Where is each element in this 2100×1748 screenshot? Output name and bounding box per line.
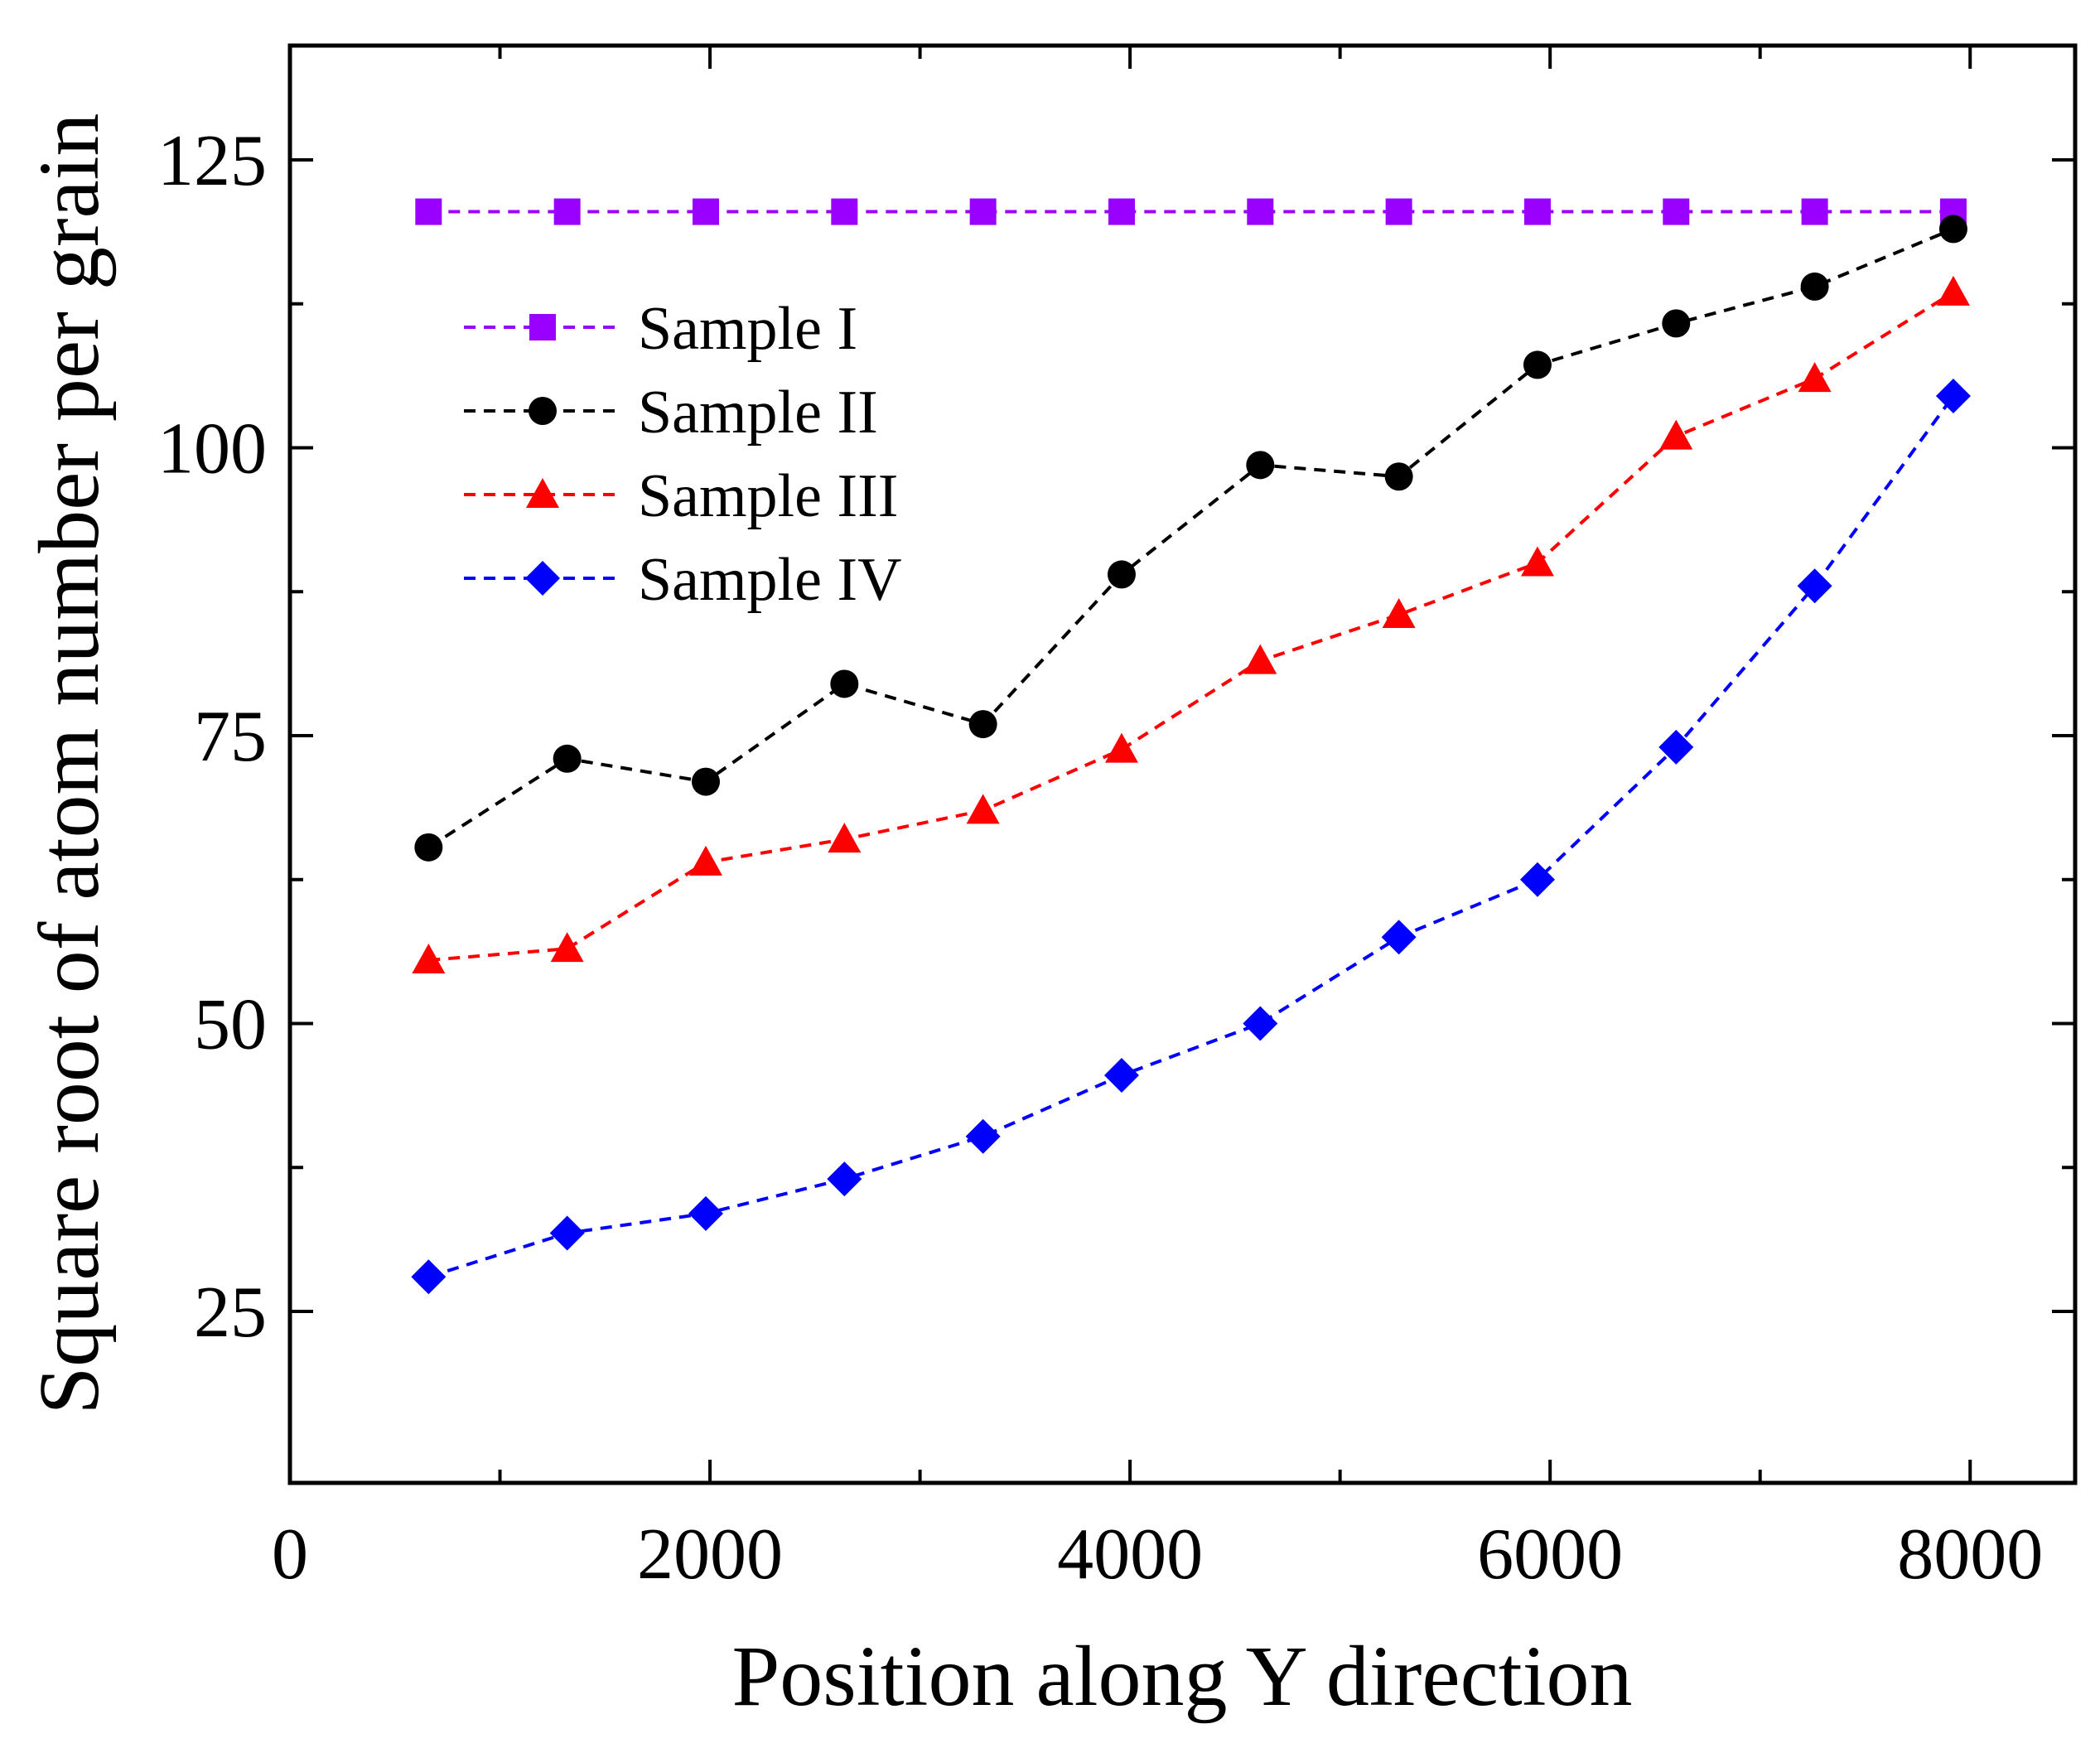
data-point-diamond [827, 1161, 862, 1197]
data-point-square [1523, 198, 1551, 225]
data-point-circle [691, 767, 720, 796]
data-point-triangle [1243, 644, 1277, 674]
data-point-circle [1523, 350, 1552, 379]
y-tick-label: 75 [194, 697, 267, 777]
series-line [427, 394, 1955, 1279]
legend-item: Sample III [464, 462, 898, 530]
data-point-square [415, 198, 442, 225]
y-tick-label: 125 [157, 121, 267, 201]
series-4 [411, 378, 1971, 1295]
axis-ticks [290, 46, 2075, 1483]
legend-item: Sample I [464, 295, 857, 363]
x-axis-title: Position along Y direction [731, 1629, 1632, 1724]
x-tick-label: 2000 [637, 1514, 783, 1595]
data-point-diamond [688, 1195, 723, 1231]
data-point-square [969, 198, 997, 225]
data-point-triangle [828, 823, 862, 853]
y-tick-label: 100 [157, 409, 267, 490]
series-line [428, 291, 1955, 963]
data-point-circle [1662, 309, 1691, 338]
data-point-circle [830, 669, 859, 698]
data-point-triangle [1382, 598, 1416, 629]
x-tick-label: 6000 [1477, 1514, 1623, 1595]
data-point-diamond [965, 1118, 1001, 1154]
data-point-triangle [1104, 732, 1138, 763]
data-point-diamond [1658, 729, 1694, 765]
legend-marker-triangle [526, 478, 559, 508]
legend-label: Sample II [638, 379, 878, 447]
legend-label: Sample IV [638, 546, 902, 614]
plot-frame [287, 43, 2078, 1485]
legend-item: Sample II [464, 379, 878, 447]
x-tick-label: 4000 [1057, 1514, 1203, 1595]
legend-marker-square [529, 314, 556, 340]
data-point-circle [1938, 215, 1967, 244]
tick-labels: 0 2000 4000 6000 8000 25 50 75 100 125 [157, 121, 2043, 1595]
y-tick-label: 50 [194, 985, 267, 1065]
data-point-square [1108, 198, 1135, 225]
data-point-diamond [1381, 920, 1417, 955]
legend-marker-diamond [525, 561, 560, 596]
data-point-triangle [550, 932, 584, 963]
series-line [427, 227, 1954, 849]
data-point-circle [1384, 462, 1413, 491]
data-point-square [1247, 198, 1274, 225]
data-point-diamond [1935, 378, 1971, 413]
y-tick-label: 25 [194, 1272, 267, 1353]
data-point-circle [1800, 272, 1829, 301]
data-point-square [1801, 198, 1828, 225]
legend-label: Sample I [638, 295, 857, 363]
legend-marker-circle [529, 397, 557, 425]
data-point-circle [1107, 560, 1136, 589]
data-point-square [1663, 198, 1690, 225]
data-point-square [1385, 198, 1412, 225]
data-point-triangle [688, 845, 722, 876]
data-point-circle [1246, 451, 1275, 480]
legend-item: Sample IV [464, 546, 902, 614]
data-point-triangle [1659, 419, 1693, 450]
data-point-diamond [1243, 1006, 1278, 1041]
series-3 [412, 275, 1970, 974]
data-point-circle [553, 744, 582, 773]
data-point-diamond [1103, 1058, 1139, 1094]
series-layer [411, 198, 1971, 1295]
data-point-diamond [549, 1215, 585, 1251]
series-2 [414, 215, 1967, 862]
data-point-diamond [1797, 568, 1832, 604]
data-point-circle [968, 710, 997, 739]
data-point-triangle [412, 944, 446, 974]
data-point-triangle [1936, 275, 1970, 306]
legend: Sample I Sample II Sample III Sample IV [464, 295, 902, 614]
data-point-triangle [1798, 362, 1832, 393]
data-point-square [553, 198, 581, 225]
legend-label: Sample III [638, 462, 898, 530]
data-point-triangle [1520, 546, 1554, 577]
y-axis-title: Square root of atom number per grain [22, 113, 117, 1414]
data-point-diamond [411, 1259, 447, 1295]
x-tick-label: 0 [272, 1514, 308, 1595]
data-point-circle [414, 833, 443, 862]
data-point-square [692, 198, 719, 225]
data-point-square [831, 198, 858, 225]
data-point-diamond [1519, 862, 1555, 897]
x-tick-label: 8000 [1897, 1514, 2043, 1595]
data-point-triangle [966, 794, 1000, 824]
